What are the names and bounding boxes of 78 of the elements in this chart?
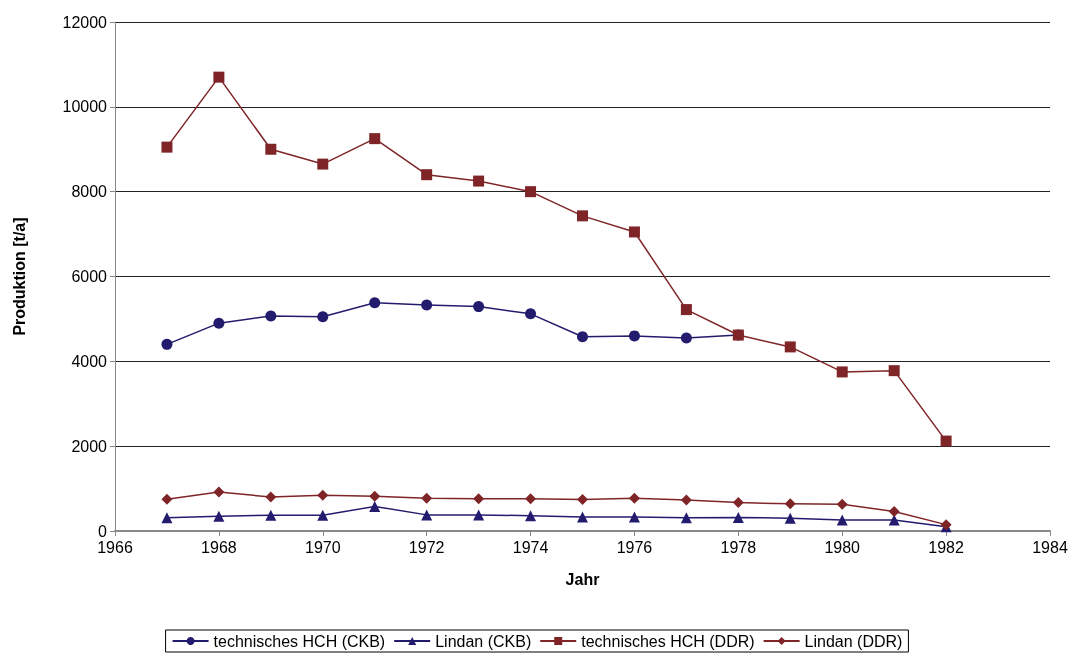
x-tick-label: 1972 — [408, 538, 445, 556]
point — [940, 435, 952, 447]
y-tick-label: 6000 — [71, 268, 108, 285]
point — [680, 512, 692, 524]
x-tick-label: 1980 — [824, 538, 861, 556]
point — [732, 497, 744, 509]
x-tick-label: 1966 — [97, 538, 133, 556]
legend-label: technisches HCH (CKB) — [213, 632, 386, 650]
point — [213, 71, 225, 83]
point — [680, 332, 692, 344]
point — [369, 500, 381, 512]
point — [265, 491, 277, 503]
point — [784, 341, 796, 353]
legend-label: Lindan (CKB) — [435, 632, 532, 650]
point — [265, 509, 277, 521]
point — [525, 510, 537, 522]
point — [473, 509, 485, 521]
point — [732, 511, 744, 523]
y-tick-label: 12000 — [62, 13, 108, 31]
point — [369, 133, 381, 145]
x-tick-label: 1968 — [201, 538, 237, 556]
y-tick-label: 10000 — [62, 98, 108, 116]
point — [836, 498, 848, 510]
point — [628, 511, 640, 523]
x-tick-label: 1982 — [928, 538, 965, 556]
point — [680, 494, 692, 506]
point — [628, 226, 640, 238]
point — [161, 493, 173, 505]
point — [473, 301, 485, 313]
point — [421, 509, 433, 521]
point — [525, 493, 537, 505]
y-tick-label: 2000 — [71, 437, 108, 455]
point — [369, 490, 381, 502]
legend-label: Lindan (DDR) — [804, 632, 903, 650]
point — [525, 308, 537, 320]
point — [421, 169, 433, 181]
point — [784, 512, 796, 524]
x-axis-title: Jahr — [565, 570, 600, 588]
x-tick-label: 1974 — [512, 538, 549, 556]
point — [265, 310, 277, 322]
point — [888, 505, 900, 517]
point — [525, 186, 537, 198]
y-tick-label: 8000 — [71, 183, 108, 201]
x-tick-label: 1976 — [616, 538, 653, 556]
y-tick-label: 4000 — [71, 352, 108, 370]
point — [317, 489, 329, 501]
point — [628, 492, 640, 504]
point — [836, 514, 848, 526]
point — [577, 494, 588, 506]
point — [317, 158, 329, 170]
point — [888, 365, 900, 377]
x-tick-label: 1984 — [1032, 538, 1068, 556]
x-tick-label: 1978 — [720, 538, 757, 556]
point — [628, 330, 640, 342]
point — [265, 143, 277, 155]
point — [213, 486, 225, 498]
point — [161, 141, 173, 153]
point — [577, 331, 588, 343]
y-tick-label: 0 — [98, 522, 108, 540]
point — [577, 210, 588, 222]
point — [473, 175, 485, 187]
point — [473, 493, 485, 505]
y-axis-title: Produktion [t/a] — [10, 217, 28, 336]
point — [213, 510, 225, 522]
point — [421, 492, 433, 504]
point — [784, 498, 796, 510]
point — [161, 338, 173, 350]
point — [680, 304, 692, 316]
point — [577, 511, 588, 523]
point — [161, 512, 173, 524]
point — [421, 299, 433, 311]
legend-label: technisches HCH (DDR) — [581, 632, 755, 650]
x-tick-label: 1970 — [304, 538, 341, 556]
point — [836, 366, 848, 378]
point — [369, 297, 381, 309]
point — [317, 509, 329, 521]
point — [213, 317, 225, 329]
point — [317, 311, 329, 323]
